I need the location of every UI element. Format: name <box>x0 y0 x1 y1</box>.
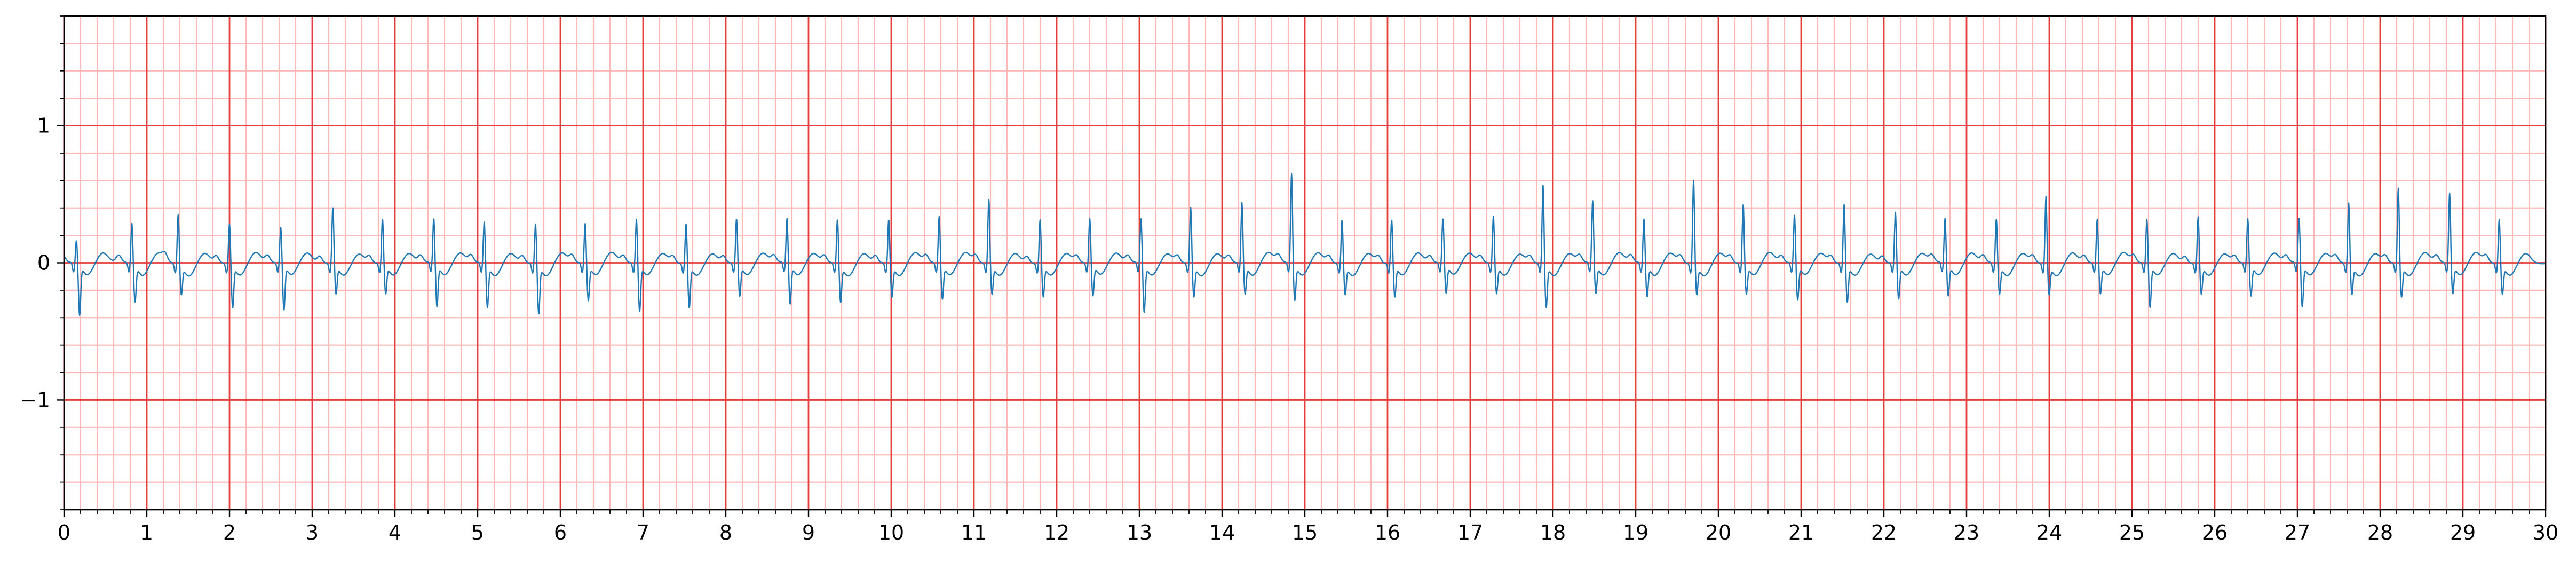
x-tick-label: 9 <box>802 521 815 544</box>
x-tick-label: 1 <box>140 521 153 544</box>
x-tick-label: 10 <box>878 521 904 544</box>
y-axis-tick-labels: −1 0 1 <box>20 114 50 412</box>
x-tick-label: 20 <box>1706 521 1731 544</box>
x-tick-label: 23 <box>1954 521 1979 544</box>
x-tick-label: 2 <box>223 521 236 544</box>
x-tick-label: 28 <box>2367 521 2393 544</box>
x-tick-label: 25 <box>2119 521 2145 544</box>
x-tick-label: 22 <box>1871 521 1897 544</box>
x-tick-label: 6 <box>554 521 567 544</box>
y-tick-label: 1 <box>37 114 50 138</box>
x-tick-label: 27 <box>2285 521 2310 544</box>
ecg-trace-layer <box>64 173 2546 316</box>
x-tick-label: 13 <box>1127 521 1152 544</box>
y-tick-label: 0 <box>37 251 50 275</box>
x-tick-label: 16 <box>1375 521 1400 544</box>
x-tick-label: 29 <box>2450 521 2476 544</box>
x-tick-label: 21 <box>1788 521 1814 544</box>
x-tick-label: 3 <box>306 521 319 544</box>
x-tick-label: 15 <box>1292 521 1318 544</box>
x-tick-label: 26 <box>2202 521 2228 544</box>
x-tick-label: 12 <box>1044 521 1069 544</box>
x-tick-label: 7 <box>637 521 649 544</box>
x-tick-label: 0 <box>58 521 70 544</box>
x-tick-label: 17 <box>1457 521 1483 544</box>
x-tick-label: 14 <box>1209 521 1235 544</box>
x-tick-label: 11 <box>961 521 987 544</box>
x-tick-label: 8 <box>719 521 732 544</box>
ecg-series-line <box>64 173 2546 316</box>
x-tick-label: 5 <box>471 521 484 544</box>
x-tick-label: 4 <box>389 521 401 544</box>
x-tick-label: 19 <box>1623 521 1648 544</box>
x-axis-tick-labels: 0 1 2 3 4 5 6 7 8 9 10 11 12 13 14 15 16 17 18 19 20 21 22 23 24… <box>58 521 2558 544</box>
axis-ticks <box>57 15 2547 517</box>
x-tick-label: 24 <box>2036 521 2062 544</box>
major-grid <box>63 16 2547 510</box>
x-tick-label: 18 <box>1540 521 1566 544</box>
y-tick-label: −1 <box>20 388 50 411</box>
x-tick-label: 30 <box>2533 521 2558 544</box>
